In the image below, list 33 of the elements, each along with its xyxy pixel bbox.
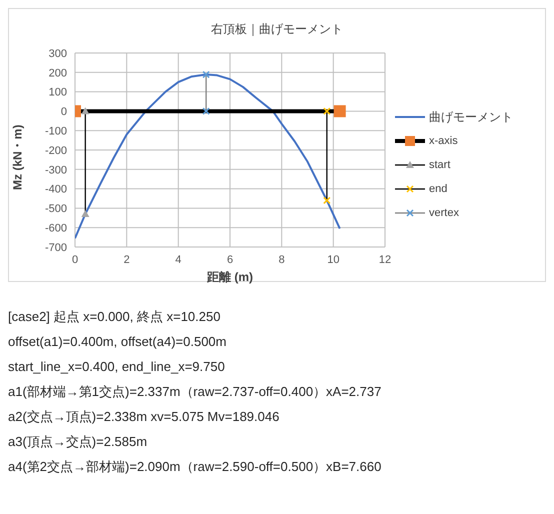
text: start_line_x=0.400, end_line_x=9.750: [8, 358, 226, 376]
legend-label: vertex: [429, 207, 459, 219]
legend-label: end: [429, 183, 448, 195]
y-tick-label: 200: [48, 67, 67, 80]
text: a2(交点→頂点)=2.338m xv=5.075 Mv=189.046: [8, 408, 280, 426]
text: a3(頂点→交点)=2.585m: [8, 433, 148, 451]
text: [case2] 起点 x=0.000, 終点 x=10.250: [8, 308, 222, 326]
y-tick-label: 300: [48, 48, 67, 60]
y-tick-label: -200: [44, 144, 67, 157]
chart-title: 右頂板｜曲げモーメント: [210, 21, 344, 38]
text: offset(a1)=0.400m, offset(a4)=0.500m: [8, 333, 228, 351]
x-tick-label: 12: [378, 254, 392, 266]
y-tick-label: -500: [44, 203, 67, 216]
x-tick-label: 6: [226, 254, 234, 266]
y-tick-label: -700: [44, 242, 67, 254]
y-tick-label: -400: [44, 184, 67, 196]
text: a1(部材端→第1交点)=2.337m（raw=2.737-off=0.400）xA=2.737: [8, 383, 382, 401]
text: a4(第2交点→部材端)=2.090m（raw=2.590-off=0.500）xB=7.660: [8, 458, 382, 476]
x-tick-label: 2: [124, 254, 130, 266]
x-axis-title: 距離 (m): [206, 270, 253, 284]
x-tick-label: 0: [72, 254, 78, 266]
x-tick-label: 8: [278, 254, 285, 266]
x-tick-label: 4: [175, 254, 182, 266]
y-axis-title: Mz (kN・m): [10, 124, 24, 190]
y-tick-label: 100: [48, 86, 67, 99]
legend-label: 曲げモーメント: [429, 108, 513, 126]
y-tick-label: -300: [44, 164, 67, 176]
legend-label: x-axis: [429, 135, 458, 147]
legend-label: start: [429, 159, 450, 171]
y-tick-label: 0: [60, 106, 67, 118]
y-tick-label: -100: [44, 126, 67, 138]
y-tick-label: -600: [44, 222, 67, 235]
x-tick-label: 10: [327, 254, 340, 266]
